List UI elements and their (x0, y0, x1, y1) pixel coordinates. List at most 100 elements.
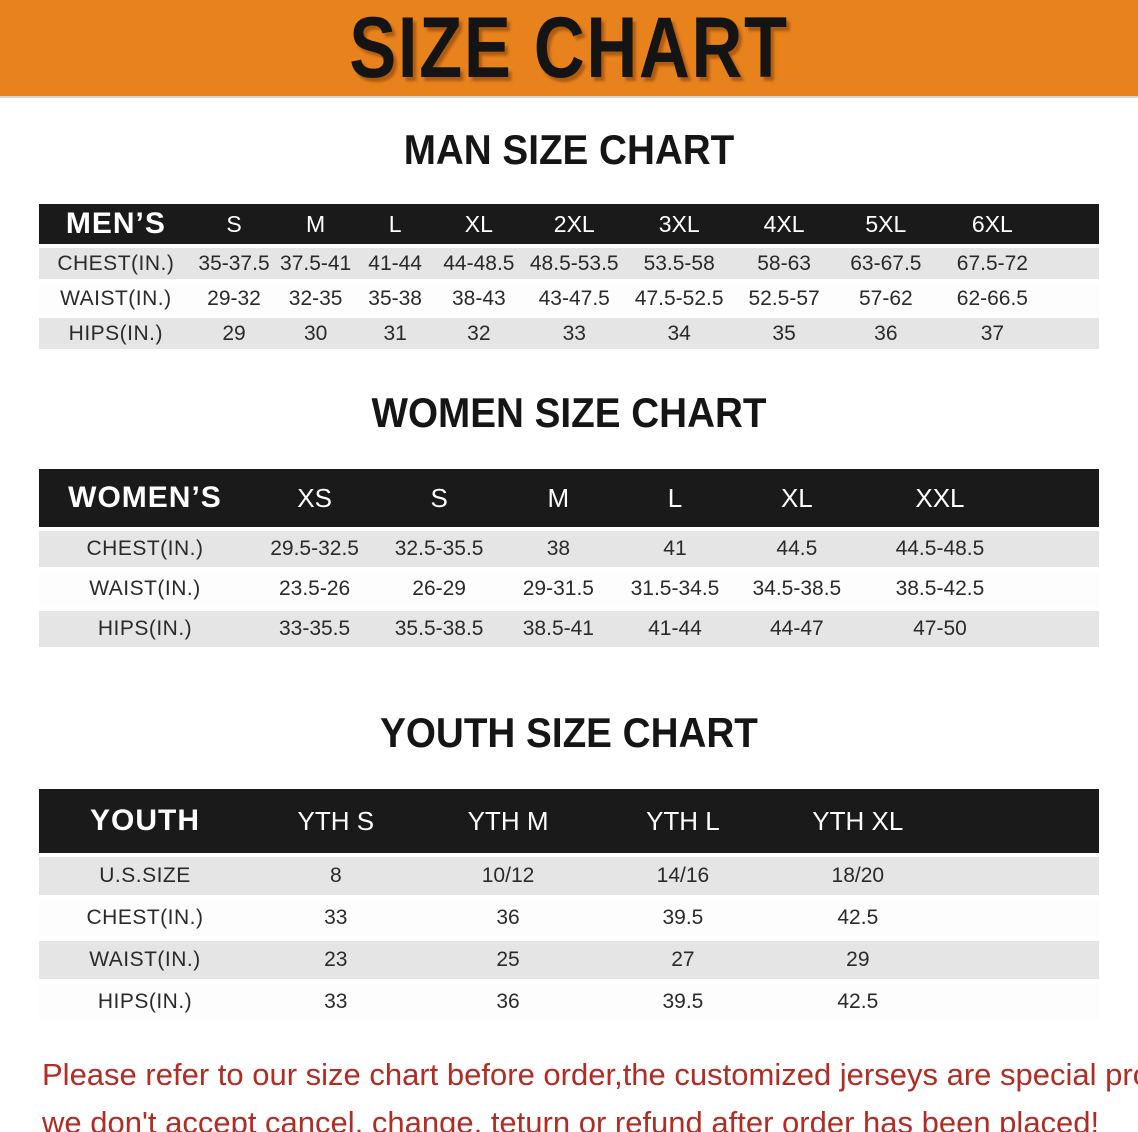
cell-value: 29.5-32.5 (251, 531, 379, 567)
column-header: M (500, 469, 617, 527)
cell-value: 41-44 (616, 611, 734, 647)
cell-value: 52.5-57 (733, 283, 835, 314)
youth-table-title: YOUTH (39, 789, 251, 853)
filler-cell (1048, 248, 1099, 279)
row-label: CHEST(IN.) (39, 248, 193, 279)
cell-value: 39.5 (595, 983, 771, 1021)
table-row: HIPS(IN.) 29 30 31 32 33 34 35 36 37 (39, 318, 1099, 349)
youth-size-table: YOUTH YTH S YTH M YTH L YTH XL U.S.SIZE … (39, 785, 1099, 1025)
men-section-heading: MAN SIZE CHART (403, 126, 735, 173)
cell-value: 29 (192, 318, 276, 349)
table-row: CHEST(IN.) 35-37.5 37.5-41 41-44 44-48.5… (39, 248, 1099, 279)
column-header: XL (434, 204, 524, 244)
column-header: XXL (860, 469, 1020, 527)
cell-value: 33 (251, 983, 421, 1021)
table-row: CHEST(IN.) 33 36 39.5 42.5 (39, 899, 1099, 937)
table-row: U.S.SIZE 8 10/12 14/16 18/20 (39, 857, 1099, 895)
cell-value: 35.5-38.5 (378, 611, 501, 647)
banner-title: SIZE CHART (349, 0, 789, 96)
column-header: M (275, 204, 356, 244)
cell-value: 23.5-26 (251, 571, 379, 607)
cell-value: 32-35 (275, 283, 356, 314)
cell-value: 58-63 (733, 248, 835, 279)
column-header: 2XL (523, 204, 626, 244)
table-row: HIPS(IN.) 33-35.5 35.5-38.5 38.5-41 41-4… (39, 611, 1099, 647)
filler-cell (1048, 283, 1099, 314)
row-label: CHEST(IN.) (39, 899, 251, 937)
table-row: WAIST(IN.) 23.5-26 26-29 29-31.5 31.5-34… (39, 571, 1099, 607)
column-header: L (616, 469, 734, 527)
cell-value: 31.5-34.5 (616, 571, 734, 607)
cell-value: 37 (936, 318, 1049, 349)
filler-cell (945, 899, 1099, 937)
row-label: HIPS(IN.) (39, 318, 193, 349)
filler-cell (1048, 204, 1099, 244)
filler-cell (945, 983, 1099, 1021)
disclaimer-note: Please refer to our size chart before or… (0, 1051, 1138, 1132)
men-table-title: MEN’S (39, 204, 193, 244)
cell-value: 14/16 (595, 857, 771, 895)
cell-value: 42.5 (770, 899, 946, 937)
cell-value: 37.5-41 (275, 248, 356, 279)
column-header: 4XL (733, 204, 835, 244)
table-row: WAIST(IN.) 29-32 32-35 35-38 38-43 43-47… (39, 283, 1099, 314)
table-row: CHEST(IN.) 29.5-32.5 32.5-35.5 38 41 44.… (39, 531, 1099, 567)
filler-cell (1048, 318, 1099, 349)
cell-value: 62-66.5 (936, 283, 1049, 314)
cell-value: 44.5 (733, 531, 861, 567)
column-header: XL (733, 469, 861, 527)
column-header: YTH XL (770, 789, 946, 853)
column-header: 6XL (936, 204, 1049, 244)
column-header: XS (251, 469, 379, 527)
filler-cell (1019, 531, 1099, 567)
row-label: WAIST(IN.) (39, 941, 251, 979)
filler-cell (945, 789, 1099, 853)
cell-value: 48.5-53.5 (523, 248, 626, 279)
row-label: U.S.SIZE (39, 857, 251, 895)
cell-value: 38.5-41 (500, 611, 617, 647)
row-label: WAIST(IN.) (39, 283, 193, 314)
cell-value: 36 (834, 318, 937, 349)
cell-value: 29 (770, 941, 946, 979)
women-size-table: WOMEN’S XS S M L XL XXL CHEST(IN.) 29.5-… (39, 465, 1099, 651)
cell-value: 57-62 (834, 283, 937, 314)
filler-cell (945, 941, 1099, 979)
cell-value: 36 (420, 983, 596, 1021)
row-label: HIPS(IN.) (39, 983, 251, 1021)
cell-value: 38.5-42.5 (860, 571, 1020, 607)
column-header: YTH L (595, 789, 771, 853)
table-row: WAIST(IN.) 23 25 27 29 (39, 941, 1099, 979)
cell-value: 63-67.5 (834, 248, 937, 279)
cell-value: 32.5-35.5 (378, 531, 501, 567)
cell-value: 33 (251, 899, 421, 937)
row-label: HIPS(IN.) (39, 611, 251, 647)
cell-value: 34.5-38.5 (733, 571, 861, 607)
cell-value: 44.5-48.5 (860, 531, 1020, 567)
cell-value: 38-43 (434, 283, 524, 314)
cell-value: 44-47 (733, 611, 861, 647)
cell-value: 47-50 (860, 611, 1020, 647)
cell-value: 27 (595, 941, 771, 979)
size-chart-banner: SIZE CHART (0, 0, 1138, 98)
youth-header-row: YOUTH YTH S YTH M YTH L YTH XL (39, 789, 1099, 853)
women-header-row: WOMEN’S XS S M L XL XXL (39, 469, 1099, 527)
filler-cell (945, 857, 1099, 895)
cell-value: 35 (733, 318, 835, 349)
cell-value: 18/20 (770, 857, 946, 895)
cell-value: 25 (420, 941, 596, 979)
table-row: HIPS(IN.) 33 36 39.5 42.5 (39, 983, 1099, 1021)
youth-section-heading: YOUTH SIZE CHART (380, 709, 758, 756)
row-label: CHEST(IN.) (39, 531, 251, 567)
column-header: 3XL (625, 204, 734, 244)
cell-value: 38 (500, 531, 617, 567)
cell-value: 43-47.5 (523, 283, 626, 314)
men-size-table: MEN’S S M L XL 2XL 3XL 4XL 5XL 6XL CHEST… (39, 200, 1099, 353)
cell-value: 67.5-72 (936, 248, 1049, 279)
cell-value: 41 (616, 531, 734, 567)
filler-cell (1019, 611, 1099, 647)
men-header-row: MEN’S S M L XL 2XL 3XL 4XL 5XL 6XL (39, 204, 1099, 244)
filler-cell (1019, 469, 1099, 527)
row-label: WAIST(IN.) (39, 571, 251, 607)
column-header: 5XL (834, 204, 937, 244)
cell-value: 35-38 (355, 283, 435, 314)
